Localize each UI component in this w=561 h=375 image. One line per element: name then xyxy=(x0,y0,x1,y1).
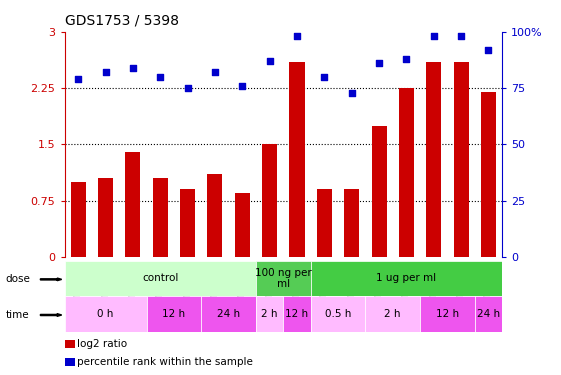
Point xyxy=(238,83,247,89)
Point xyxy=(484,47,493,53)
Text: 0 h: 0 h xyxy=(98,309,114,319)
Point xyxy=(292,33,301,39)
Point xyxy=(320,74,329,80)
Text: 12 h: 12 h xyxy=(286,309,309,319)
Bar xyxy=(475,296,502,332)
Bar xyxy=(420,296,475,332)
Text: 100 ng per
ml: 100 ng per ml xyxy=(255,268,312,289)
Bar xyxy=(311,261,502,296)
Bar xyxy=(256,261,311,296)
Bar xyxy=(71,182,86,257)
Bar xyxy=(208,174,223,257)
Point xyxy=(457,33,466,39)
Point xyxy=(183,85,192,91)
Point xyxy=(265,58,274,64)
Bar xyxy=(153,178,168,257)
Point xyxy=(128,65,137,71)
Bar xyxy=(283,296,311,332)
Point xyxy=(347,90,356,96)
Bar xyxy=(180,189,195,257)
Text: percentile rank within the sample: percentile rank within the sample xyxy=(77,357,253,367)
Point xyxy=(156,74,165,80)
Text: dose: dose xyxy=(6,274,30,284)
Text: 2 h: 2 h xyxy=(384,309,401,319)
Text: control: control xyxy=(142,273,178,284)
Bar xyxy=(98,178,113,257)
Bar xyxy=(201,296,256,332)
Bar xyxy=(311,296,365,332)
Bar xyxy=(453,62,468,257)
Bar xyxy=(371,126,387,257)
Bar xyxy=(481,92,496,257)
Bar xyxy=(234,193,250,257)
Text: 24 h: 24 h xyxy=(477,309,500,319)
Bar xyxy=(365,296,420,332)
Bar xyxy=(65,296,146,332)
Point xyxy=(402,56,411,62)
Point xyxy=(429,33,438,39)
Point xyxy=(375,60,384,66)
Point xyxy=(210,69,219,75)
Bar xyxy=(146,296,201,332)
Text: 24 h: 24 h xyxy=(217,309,240,319)
Bar xyxy=(262,144,277,257)
Text: 1 ug per ml: 1 ug per ml xyxy=(376,273,436,284)
Bar xyxy=(289,62,305,257)
Text: 0.5 h: 0.5 h xyxy=(325,309,351,319)
Text: time: time xyxy=(6,310,29,320)
Text: log2 ratio: log2 ratio xyxy=(77,339,127,349)
Bar xyxy=(344,189,359,257)
Text: 2 h: 2 h xyxy=(261,309,278,319)
Point xyxy=(101,69,110,75)
Bar xyxy=(317,189,332,257)
Bar xyxy=(399,88,414,257)
Text: 12 h: 12 h xyxy=(162,309,186,319)
Bar xyxy=(426,62,442,257)
Text: 12 h: 12 h xyxy=(436,309,459,319)
Bar xyxy=(65,261,256,296)
Bar xyxy=(256,296,283,332)
Point xyxy=(73,76,82,82)
Text: GDS1753 / 5398: GDS1753 / 5398 xyxy=(65,13,178,27)
Bar xyxy=(125,152,140,257)
